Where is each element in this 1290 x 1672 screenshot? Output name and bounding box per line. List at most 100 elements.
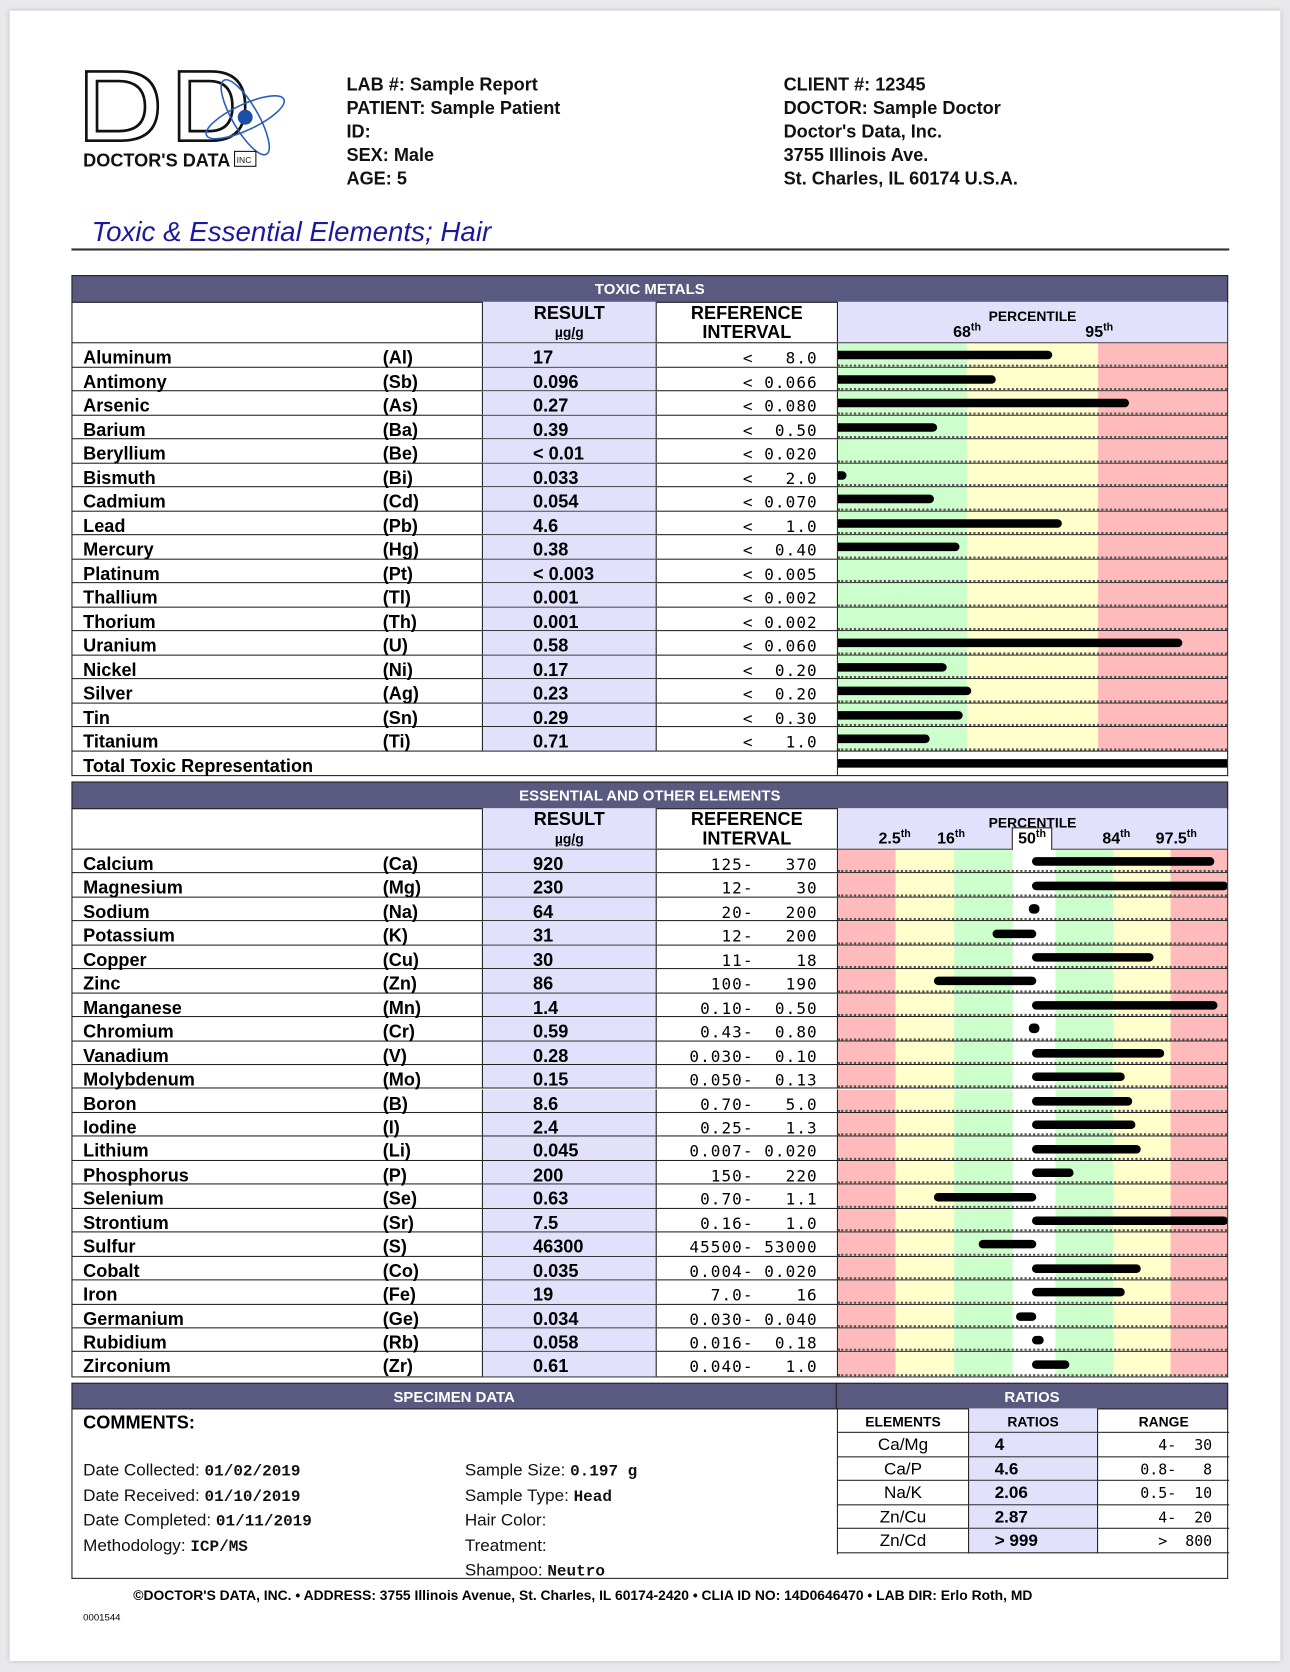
- specimen-dates: Date Collected: 01/02/2019 Date Received:…: [83, 1460, 312, 1560]
- table-row: Beryllium (Be) < 0.01 < 0.020: [72, 439, 1228, 464]
- result-value: 0.001: [481, 583, 657, 608]
- row-divider: [837, 1325, 1228, 1328]
- percentile-zone: [954, 1041, 1013, 1065]
- percentile-zone: [1098, 583, 1228, 607]
- element-symbol: (Cu): [382, 949, 419, 970]
- result-value: 0.61: [481, 1352, 657, 1377]
- result-column-header: RESULT µg/g: [481, 301, 657, 343]
- result-bar: [837, 542, 960, 552]
- result-value: 0.23: [481, 679, 657, 704]
- percentile-chart: [836, 897, 1228, 921]
- result-bar: [1031, 1168, 1074, 1178]
- percentile-zone: [1055, 1184, 1114, 1208]
- percentile-zone: [1113, 1160, 1171, 1184]
- interval-label: INTERVAL: [702, 321, 792, 343]
- percentile-chart: [836, 583, 1228, 607]
- percentile-chart: [836, 1256, 1228, 1280]
- element-name: Mercury: [83, 539, 154, 560]
- row-divider: [837, 364, 1228, 367]
- percentile-chart: [836, 1017, 1228, 1041]
- field-label: Date Collected:: [83, 1461, 200, 1480]
- percentile-chart: [836, 1112, 1228, 1136]
- result-bar: [1031, 1360, 1069, 1369]
- result-value: 0.17: [481, 655, 657, 680]
- percentile-zone: [837, 1112, 896, 1136]
- percentile-tick: 16th: [937, 828, 965, 847]
- percentile-chart: [836, 921, 1228, 945]
- element-name: Platinum: [83, 563, 160, 584]
- result-bar: [837, 422, 938, 432]
- element-name: Potassium: [83, 925, 175, 947]
- reference-interval: 0.007- 0.020: [689, 1142, 818, 1162]
- percentile-zone: [895, 1256, 955, 1280]
- element-name: Manganese: [83, 997, 182, 1018]
- percentile-zone: [1098, 367, 1228, 391]
- row-divider: [837, 966, 1228, 969]
- reference-interval: 0.004- 0.020: [689, 1261, 818, 1282]
- row-divider: [837, 990, 1228, 993]
- percentile-chart: [836, 1065, 1228, 1088]
- total-toxic-bar: [837, 758, 1228, 768]
- element-symbol: (Hg): [382, 539, 419, 560]
- row-divider: [837, 1301, 1228, 1304]
- percentile-zone: [966, 607, 1099, 631]
- result-bar: [837, 494, 935, 504]
- result-value: 0.39: [481, 415, 657, 440]
- row-divider: [837, 460, 1228, 463]
- percentile-column-header: PERCENTILE 68th 95th: [836, 301, 1228, 343]
- percentile-zone: [895, 849, 955, 873]
- percentile-chart: [836, 849, 1228, 873]
- ratios-column-header: ELEMENTS: [837, 1408, 969, 1433]
- percentile-chart: [836, 439, 1228, 463]
- result-bar: [1031, 1120, 1136, 1130]
- result-value: 0.58: [481, 631, 657, 656]
- result-value: 920: [481, 849, 657, 874]
- reference-interval: 150- 220: [710, 1166, 818, 1186]
- ratio-value: > 999: [968, 1528, 1099, 1553]
- percentile-zone: [1170, 1041, 1228, 1065]
- row-divider: [837, 531, 1228, 535]
- percentile-zone: [954, 873, 1013, 897]
- percentile-zone: [1113, 1065, 1171, 1088]
- element-name: Zirconium: [83, 1356, 171, 1377]
- field-label: Sample Size:: [464, 1461, 566, 1480]
- percentile-zone: [837, 439, 967, 463]
- percentile-zone: [837, 873, 896, 897]
- percentile-zone: [895, 1184, 955, 1208]
- element-name: Thorium: [83, 611, 156, 632]
- percentile-zone: [895, 873, 955, 897]
- element-name: Cadmium: [83, 491, 166, 512]
- specimen-box: COMMENTS: Date Collected: 01/02/2019 Date…: [71, 1408, 1230, 1581]
- element-symbol: (Fe): [382, 1284, 416, 1306]
- element-symbol: (Zn): [382, 973, 417, 994]
- element-name: Lithium: [83, 1141, 149, 1162]
- row-divider: [837, 579, 1228, 583]
- element-name: Boron: [83, 1093, 137, 1114]
- result-value: 230: [481, 873, 657, 898]
- table-row: Sulfur (S) 46300 45500- 53000: [72, 1232, 1228, 1257]
- percentile-zone: [966, 727, 1099, 751]
- element-name: Magnesium: [83, 877, 183, 899]
- total-toxic-row: Total Toxic Representation: [72, 751, 1228, 776]
- result-bar: [837, 398, 1129, 408]
- reference-interval: 12- 30: [721, 878, 818, 899]
- specimen-details: Sample Size: 0.197 g Sample Type: Head Hai…: [465, 1460, 637, 1585]
- result-value: 0.001: [481, 607, 657, 632]
- percentile-chart: [836, 367, 1228, 391]
- table-row: Phosphorus (P) 200 150- 220: [72, 1160, 1228, 1185]
- element-name: Germanium: [83, 1308, 184, 1329]
- element-symbol: (Tl): [382, 587, 411, 608]
- ratio-value: 4: [968, 1432, 1099, 1457]
- reference-interval: 0.050- 0.13: [689, 1070, 818, 1090]
- result-value: 30: [481, 945, 657, 970]
- table-row: Rubidium (Rb) 0.058 0.016- 0.18: [72, 1328, 1228, 1353]
- result-value: 4.6: [481, 511, 657, 536]
- reference-label: REFERENCE: [690, 809, 803, 830]
- result-bar: [1031, 1216, 1228, 1225]
- element-symbol: (U): [382, 635, 408, 656]
- specimen-data-header: SPECIMEN DATA: [71, 1382, 837, 1410]
- percentile-zone: [1055, 1017, 1114, 1041]
- specimen-field: Date Received: 01/10/2019: [83, 1485, 312, 1510]
- field-label: Hair Color:: [464, 1511, 547, 1530]
- percentile-zone: [954, 849, 1013, 873]
